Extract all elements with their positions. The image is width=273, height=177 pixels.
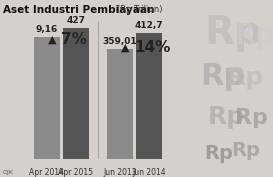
Text: 7%: 7% [61,32,87,47]
Text: Jun 2013: Jun 2013 [103,168,137,177]
Text: 14%: 14% [135,40,171,55]
Text: OJK: OJK [3,170,14,175]
Text: Rp: Rp [208,105,245,129]
Text: 412,7: 412,7 [135,21,164,30]
Text: (Rp Triliun): (Rp Triliun) [117,5,163,14]
Text: 427: 427 [66,16,85,25]
Text: Jun 2014: Jun 2014 [132,168,166,177]
Text: Rp: Rp [200,62,246,91]
Text: Rp: Rp [227,66,264,90]
FancyBboxPatch shape [136,33,162,159]
Text: Rp: Rp [235,22,273,50]
Text: 9,16: 9,16 [36,25,58,34]
FancyBboxPatch shape [63,28,89,159]
Text: ▲: ▲ [121,43,130,53]
Text: Rp: Rp [235,108,268,128]
FancyBboxPatch shape [34,37,60,159]
Text: Apr 2014: Apr 2014 [29,168,64,177]
Text: Rp: Rp [204,144,233,163]
Text: Aset Industri Pembiayaan: Aset Industri Pembiayaan [3,5,154,15]
Text: Rp: Rp [231,141,260,160]
Text: Apr 2015: Apr 2015 [58,168,93,177]
Text: 359,01: 359,01 [103,37,137,46]
Text: Rp: Rp [204,14,262,52]
FancyBboxPatch shape [107,49,133,159]
Text: ▲: ▲ [48,34,57,44]
